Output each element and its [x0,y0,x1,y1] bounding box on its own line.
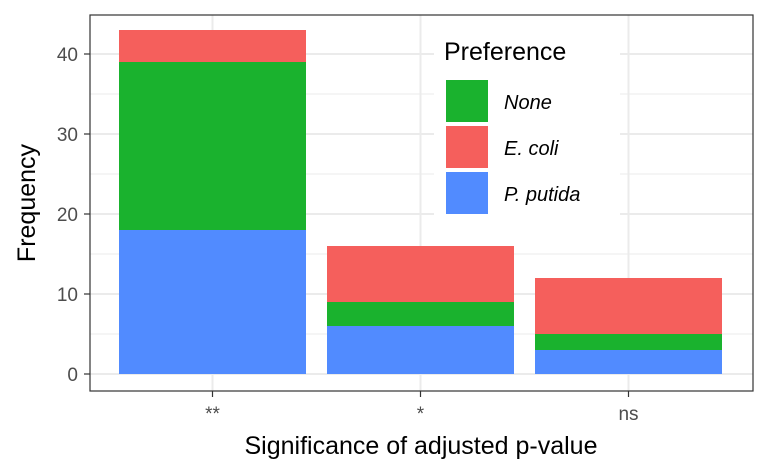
y-tick-label: 0 [67,365,78,386]
legend-label: E. coli [504,138,559,160]
y-tick-label: 30 [57,125,78,146]
y-tick-label: 20 [57,205,78,226]
y-tick-label: 40 [57,45,78,66]
x-tick-label: ns [618,404,638,425]
bar-segment [119,230,306,374]
bar-segment [535,278,722,334]
panel-border [89,14,754,392]
x-axis-title: Significance of adjusted p-value [244,432,597,460]
bar-segment [119,30,306,62]
legend-key [446,126,488,168]
bar-segment [327,326,514,374]
legend-label: None [504,92,552,114]
legend-key [446,172,488,214]
x-tick-label: ** [205,404,220,425]
legend-key [446,80,488,122]
legend: Preference None E. coli P. putida [434,30,620,222]
bar-segment [535,350,722,374]
bar-segment [327,246,514,302]
bars [119,30,722,374]
legend-label: P. putida [504,184,580,206]
x-tick-label: * [417,404,425,425]
bar-segment [327,302,514,326]
y-tick-label: 10 [57,285,78,306]
legend-title: Preference [444,38,566,66]
bar-segment [535,334,722,350]
y-axis-title: Frequency [13,143,41,262]
bar-segment [119,62,306,230]
